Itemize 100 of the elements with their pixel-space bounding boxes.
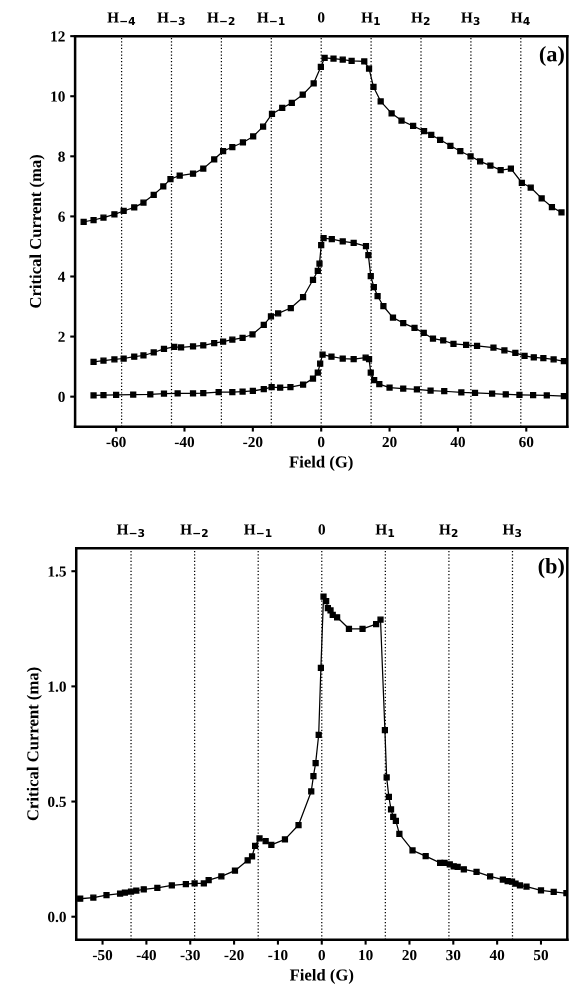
point <box>365 65 373 72</box>
point <box>339 56 346 63</box>
point <box>317 63 324 70</box>
point <box>239 334 246 341</box>
point <box>527 184 534 191</box>
point <box>462 341 470 349</box>
point <box>299 381 307 388</box>
point <box>507 165 515 172</box>
y-tick-label: 2 <box>58 331 65 342</box>
ref-line-label: H$_{−1}$ <box>257 12 285 25</box>
point <box>516 391 523 398</box>
ref-line-label: H$_{−1}$ <box>244 524 272 537</box>
point <box>339 238 346 245</box>
x-tick-label: 20 <box>382 436 397 448</box>
point <box>530 354 537 361</box>
y-tick-label: 4 <box>57 271 66 282</box>
point <box>319 351 326 358</box>
point <box>317 360 324 367</box>
point <box>488 390 496 397</box>
point <box>268 110 276 118</box>
x-tick-label: -60 <box>106 436 126 448</box>
x-tick-label: 20 <box>402 949 417 961</box>
point <box>371 377 378 384</box>
ref-line-label: H$_{2}$ <box>439 524 458 537</box>
point <box>215 389 222 396</box>
point <box>176 172 183 179</box>
y-tick-label: 0 <box>58 391 65 403</box>
point <box>501 347 508 354</box>
point <box>365 252 372 259</box>
point <box>316 260 323 267</box>
point <box>389 314 397 321</box>
point <box>473 342 481 350</box>
ref-line-label: H$_{−4}$ <box>107 12 136 25</box>
point <box>260 386 267 393</box>
point <box>370 83 377 91</box>
point <box>350 239 357 246</box>
point <box>112 391 120 398</box>
point <box>330 55 337 62</box>
y-tick-label: 10 <box>51 91 65 102</box>
point <box>437 136 444 143</box>
y-tick-label: 0.5 <box>48 796 66 808</box>
point <box>299 294 307 301</box>
point <box>400 385 407 392</box>
point <box>189 343 197 350</box>
point <box>502 391 509 398</box>
point <box>147 391 154 398</box>
point <box>229 389 236 396</box>
point <box>229 336 236 343</box>
x-tick-label: -40 <box>174 436 195 448</box>
point <box>239 388 246 395</box>
x-tick-label: 60 <box>519 436 534 448</box>
point <box>420 329 427 337</box>
point <box>250 133 257 140</box>
point <box>167 176 174 183</box>
y-tick-label: 12 <box>51 31 65 42</box>
x-tick-label: -20 <box>243 436 263 448</box>
ref-line-label: H$_{1}$ <box>361 12 380 25</box>
point <box>189 170 197 177</box>
point <box>471 389 479 396</box>
point <box>548 203 556 211</box>
ref-line-label: 0 <box>317 12 325 23</box>
point <box>260 321 267 328</box>
ref-line-label: H$_{3}$ <box>502 524 522 538</box>
point <box>477 158 484 165</box>
point <box>314 267 321 274</box>
ref-line-label: H$_{1}$ <box>375 524 395 537</box>
x-tick-label: 40 <box>489 949 505 961</box>
x-tick-label: -30 <box>180 949 200 961</box>
point <box>550 356 557 363</box>
ref-line-label: H$_{4}$ <box>511 12 530 25</box>
point <box>140 199 147 206</box>
annotation: (b) <box>538 557 564 579</box>
point <box>177 344 185 351</box>
point <box>490 344 497 351</box>
point <box>367 273 374 280</box>
point <box>267 313 275 320</box>
point <box>362 243 370 250</box>
y-tick-label: 6 <box>58 211 65 222</box>
annotation: (a) <box>539 45 564 67</box>
point <box>318 242 325 249</box>
point <box>100 214 107 221</box>
point <box>100 357 107 364</box>
point <box>174 390 181 397</box>
point <box>487 162 494 169</box>
point <box>239 139 247 146</box>
point <box>440 337 447 344</box>
point <box>150 191 157 198</box>
point <box>427 387 434 394</box>
point <box>200 389 207 397</box>
point <box>229 143 236 151</box>
point <box>398 117 405 124</box>
ref-line-label: H$_{3}$ <box>461 12 480 26</box>
x-tick-label: -40 <box>136 949 156 961</box>
point <box>441 388 448 395</box>
ref-line-label: 0 <box>318 524 326 535</box>
point <box>458 389 465 396</box>
point <box>320 234 327 242</box>
y-tick-label: 1.0 <box>48 681 66 692</box>
point <box>90 216 97 224</box>
point <box>521 352 528 359</box>
